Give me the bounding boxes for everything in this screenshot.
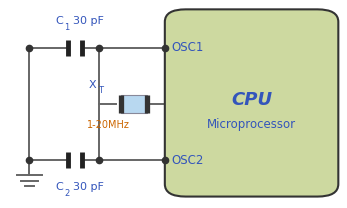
Text: CPU: CPU [231,91,272,109]
Text: 1-20MHz: 1-20MHz [87,120,130,130]
Text: 30 pF: 30 pF [73,16,104,26]
Text: X: X [88,80,96,90]
Text: C: C [56,182,63,192]
Text: 30 pF: 30 pF [73,182,104,192]
Text: 2: 2 [64,189,69,198]
Bar [121,95,147,113]
Text: 1: 1 [64,22,69,32]
Text: OSC2: OSC2 [172,154,204,167]
Text: T: T [98,86,103,95]
FancyBboxPatch shape [165,9,338,197]
Text: Microprocessor: Microprocessor [207,118,296,131]
Text: OSC1: OSC1 [172,41,204,54]
Text: C: C [56,16,63,26]
